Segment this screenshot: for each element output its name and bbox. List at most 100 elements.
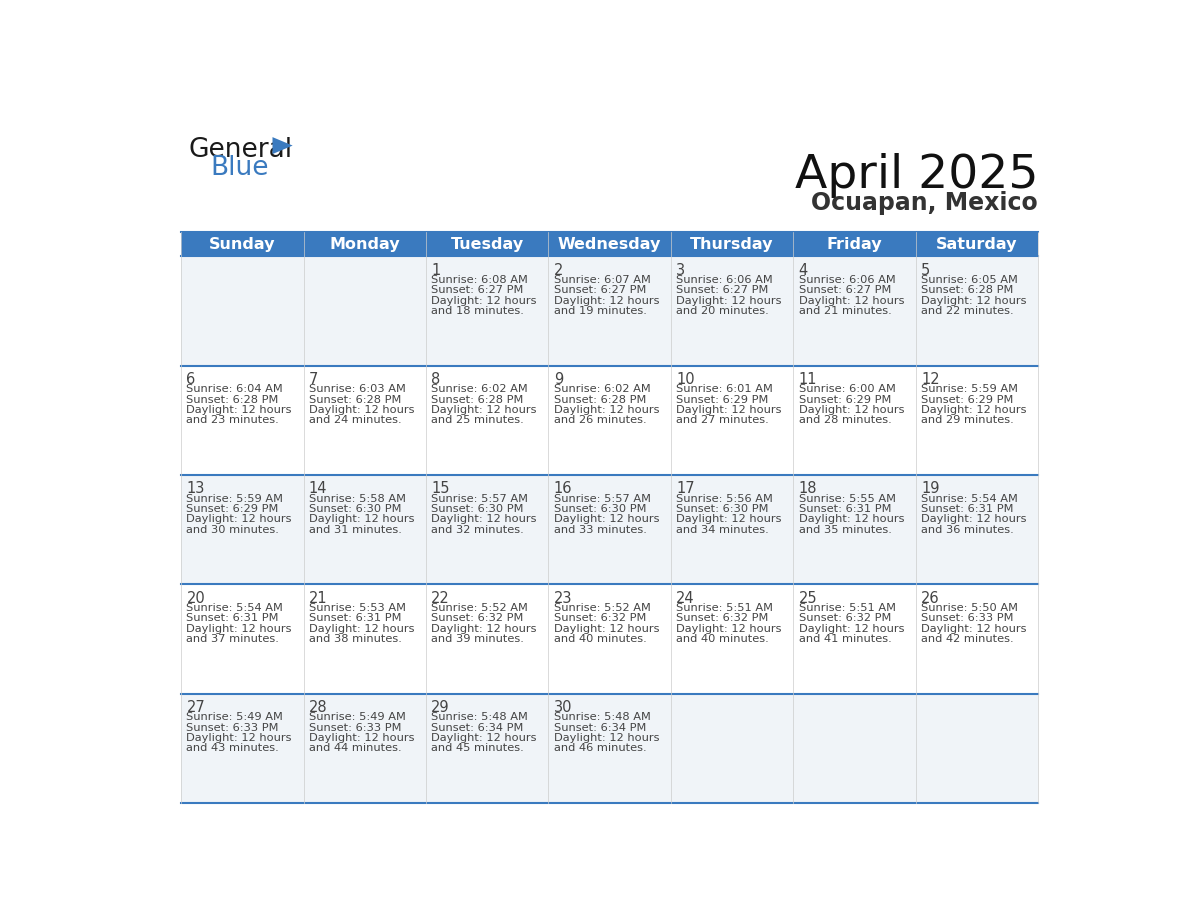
Text: Sunset: 6:27 PM: Sunset: 6:27 PM bbox=[431, 285, 524, 296]
Text: Ocuapan, Mexico: Ocuapan, Mexico bbox=[811, 191, 1038, 215]
Text: Daylight: 12 hours: Daylight: 12 hours bbox=[676, 623, 782, 633]
Text: Daylight: 12 hours: Daylight: 12 hours bbox=[554, 405, 659, 415]
Text: Sunrise: 5:54 AM: Sunrise: 5:54 AM bbox=[921, 494, 1018, 504]
Text: Sunrise: 6:08 AM: Sunrise: 6:08 AM bbox=[431, 274, 529, 285]
Text: Sunset: 6:34 PM: Sunset: 6:34 PM bbox=[554, 722, 646, 733]
Text: and 45 minutes.: and 45 minutes. bbox=[431, 744, 524, 754]
Text: Sunrise: 5:52 AM: Sunrise: 5:52 AM bbox=[554, 603, 651, 613]
Text: Sunrise: 6:02 AM: Sunrise: 6:02 AM bbox=[431, 385, 529, 394]
Text: 16: 16 bbox=[554, 481, 573, 497]
Text: Sunday: Sunday bbox=[209, 237, 276, 252]
Text: and 24 minutes.: and 24 minutes. bbox=[309, 416, 402, 425]
Text: Sunset: 6:31 PM: Sunset: 6:31 PM bbox=[798, 504, 891, 514]
Text: and 28 minutes.: and 28 minutes. bbox=[798, 416, 891, 425]
Bar bbox=[181, 232, 1038, 803]
Text: Daylight: 12 hours: Daylight: 12 hours bbox=[431, 514, 537, 524]
Text: Sunrise: 5:57 AM: Sunrise: 5:57 AM bbox=[431, 494, 529, 504]
Text: 29: 29 bbox=[431, 700, 450, 715]
Text: Friday: Friday bbox=[827, 237, 883, 252]
Text: Sunset: 6:30 PM: Sunset: 6:30 PM bbox=[431, 504, 524, 514]
Text: Sunset: 6:28 PM: Sunset: 6:28 PM bbox=[431, 395, 524, 405]
Text: Daylight: 12 hours: Daylight: 12 hours bbox=[921, 514, 1026, 524]
Text: 12: 12 bbox=[921, 372, 940, 387]
Text: Daylight: 12 hours: Daylight: 12 hours bbox=[187, 733, 292, 743]
Text: Sunset: 6:29 PM: Sunset: 6:29 PM bbox=[187, 504, 279, 514]
Text: Sunrise: 5:49 AM: Sunrise: 5:49 AM bbox=[309, 712, 406, 722]
Bar bbox=[181, 694, 1038, 803]
Text: and 18 minutes.: and 18 minutes. bbox=[431, 306, 524, 316]
Text: Daylight: 12 hours: Daylight: 12 hours bbox=[921, 623, 1026, 633]
Text: Sunset: 6:28 PM: Sunset: 6:28 PM bbox=[921, 285, 1013, 296]
Text: 10: 10 bbox=[676, 372, 695, 387]
Text: Sunset: 6:31 PM: Sunset: 6:31 PM bbox=[921, 504, 1013, 514]
Text: and 23 minutes.: and 23 minutes. bbox=[187, 416, 279, 425]
Text: Sunrise: 5:53 AM: Sunrise: 5:53 AM bbox=[309, 603, 406, 613]
Text: Daylight: 12 hours: Daylight: 12 hours bbox=[676, 405, 782, 415]
Text: Daylight: 12 hours: Daylight: 12 hours bbox=[309, 514, 415, 524]
Text: Sunrise: 5:50 AM: Sunrise: 5:50 AM bbox=[921, 603, 1018, 613]
Text: Sunrise: 5:48 AM: Sunrise: 5:48 AM bbox=[431, 712, 529, 722]
Text: Sunrise: 5:51 AM: Sunrise: 5:51 AM bbox=[676, 603, 773, 613]
Bar bbox=[181, 256, 1038, 365]
Text: Monday: Monday bbox=[329, 237, 400, 252]
Text: and 21 minutes.: and 21 minutes. bbox=[798, 306, 891, 316]
Text: 26: 26 bbox=[921, 590, 940, 606]
Text: Sunrise: 5:52 AM: Sunrise: 5:52 AM bbox=[431, 603, 529, 613]
Text: Daylight: 12 hours: Daylight: 12 hours bbox=[431, 405, 537, 415]
Text: Tuesday: Tuesday bbox=[450, 237, 524, 252]
Bar bbox=[181, 585, 1038, 694]
Text: Sunset: 6:33 PM: Sunset: 6:33 PM bbox=[187, 722, 279, 733]
Text: 30: 30 bbox=[554, 700, 573, 715]
Text: Wednesday: Wednesday bbox=[558, 237, 662, 252]
Text: Sunrise: 5:59 AM: Sunrise: 5:59 AM bbox=[921, 385, 1018, 394]
Text: 21: 21 bbox=[309, 590, 328, 606]
Text: Sunset: 6:31 PM: Sunset: 6:31 PM bbox=[187, 613, 279, 623]
Text: Blue: Blue bbox=[210, 155, 268, 181]
Text: and 39 minutes.: and 39 minutes. bbox=[431, 634, 524, 644]
Text: 6: 6 bbox=[187, 372, 196, 387]
Text: 4: 4 bbox=[798, 263, 808, 277]
Text: 17: 17 bbox=[676, 481, 695, 497]
Text: Sunrise: 5:58 AM: Sunrise: 5:58 AM bbox=[309, 494, 406, 504]
Text: 19: 19 bbox=[921, 481, 940, 497]
Text: Sunset: 6:30 PM: Sunset: 6:30 PM bbox=[309, 504, 402, 514]
Text: 23: 23 bbox=[554, 590, 573, 606]
Text: and 31 minutes.: and 31 minutes. bbox=[309, 525, 402, 535]
Text: Daylight: 12 hours: Daylight: 12 hours bbox=[187, 405, 292, 415]
Text: Daylight: 12 hours: Daylight: 12 hours bbox=[798, 405, 904, 415]
Text: and 30 minutes.: and 30 minutes. bbox=[187, 525, 279, 535]
Text: Daylight: 12 hours: Daylight: 12 hours bbox=[798, 296, 904, 306]
Text: 25: 25 bbox=[798, 590, 817, 606]
Text: Sunrise: 5:51 AM: Sunrise: 5:51 AM bbox=[798, 603, 896, 613]
Text: and 40 minutes.: and 40 minutes. bbox=[554, 634, 646, 644]
Text: and 25 minutes.: and 25 minutes. bbox=[431, 416, 524, 425]
Bar bbox=[181, 365, 1038, 476]
Text: Sunrise: 5:56 AM: Sunrise: 5:56 AM bbox=[676, 494, 773, 504]
Text: and 27 minutes.: and 27 minutes. bbox=[676, 416, 769, 425]
Text: Daylight: 12 hours: Daylight: 12 hours bbox=[431, 296, 537, 306]
Text: 27: 27 bbox=[187, 700, 206, 715]
Text: 18: 18 bbox=[798, 481, 817, 497]
Text: Sunrise: 6:06 AM: Sunrise: 6:06 AM bbox=[676, 274, 773, 285]
Text: Daylight: 12 hours: Daylight: 12 hours bbox=[554, 733, 659, 743]
Text: Sunrise: 6:06 AM: Sunrise: 6:06 AM bbox=[798, 274, 896, 285]
Text: Sunrise: 6:03 AM: Sunrise: 6:03 AM bbox=[309, 385, 406, 394]
Text: Thursday: Thursday bbox=[690, 237, 773, 252]
Text: Sunset: 6:29 PM: Sunset: 6:29 PM bbox=[921, 395, 1013, 405]
Text: Sunrise: 6:07 AM: Sunrise: 6:07 AM bbox=[554, 274, 651, 285]
Text: Sunset: 6:30 PM: Sunset: 6:30 PM bbox=[676, 504, 769, 514]
Text: Daylight: 12 hours: Daylight: 12 hours bbox=[309, 405, 415, 415]
Text: Sunset: 6:28 PM: Sunset: 6:28 PM bbox=[554, 395, 646, 405]
Text: Daylight: 12 hours: Daylight: 12 hours bbox=[554, 514, 659, 524]
Text: April 2025: April 2025 bbox=[795, 152, 1038, 197]
Text: 11: 11 bbox=[798, 372, 817, 387]
Text: 3: 3 bbox=[676, 263, 685, 277]
Text: Sunset: 6:32 PM: Sunset: 6:32 PM bbox=[798, 613, 891, 623]
Text: Daylight: 12 hours: Daylight: 12 hours bbox=[798, 514, 904, 524]
Text: and 43 minutes.: and 43 minutes. bbox=[187, 744, 279, 754]
Text: General: General bbox=[189, 137, 293, 163]
Text: Daylight: 12 hours: Daylight: 12 hours bbox=[309, 623, 415, 633]
Text: 15: 15 bbox=[431, 481, 450, 497]
Text: and 26 minutes.: and 26 minutes. bbox=[554, 416, 646, 425]
Text: 2: 2 bbox=[554, 263, 563, 277]
